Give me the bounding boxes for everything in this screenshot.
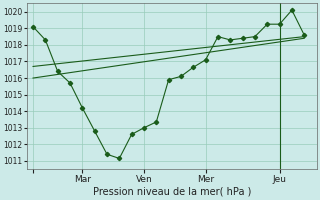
X-axis label: Pression niveau de la mer( hPa ): Pression niveau de la mer( hPa )	[92, 187, 251, 197]
